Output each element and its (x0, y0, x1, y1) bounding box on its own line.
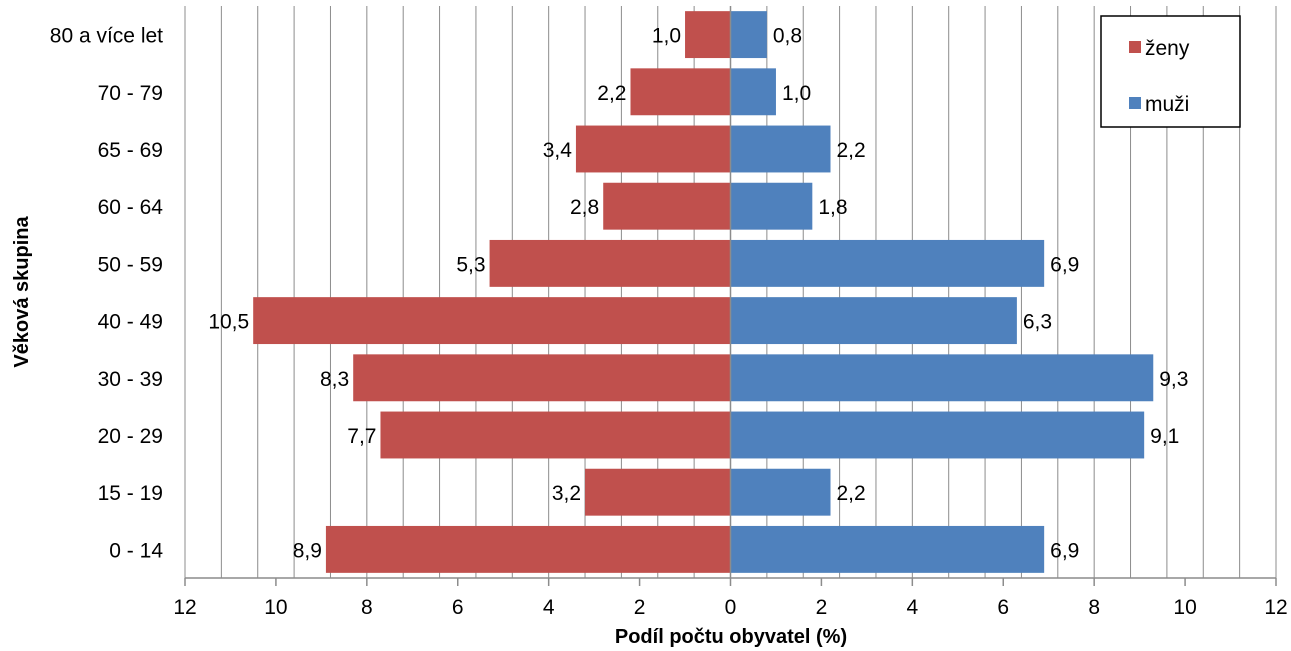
x-tick-label: 6 (997, 596, 1009, 619)
legend-swatch-muzi (1129, 97, 1141, 109)
bar-muzi (730, 239, 1045, 287)
bar-muzi (730, 354, 1154, 402)
data-label-muzi: 6,9 (1050, 253, 1079, 276)
legend: ženy muži (1100, 15, 1241, 128)
bar-muzi (730, 11, 767, 59)
bar-zeny (380, 411, 731, 459)
legend-box (1100, 15, 1241, 128)
y-axis-category-labels: 0 - 14 15 - 19 20 - 29 30 - 39 40 - 49 50 - 5… (50, 25, 164, 563)
bar-zeny (253, 297, 731, 345)
data-label-zeny: 7,7 (347, 425, 376, 448)
data-label-muzi: 9,1 (1150, 425, 1179, 448)
category-label: 80 a více let (50, 25, 163, 48)
data-label-zeny: 8,3 (320, 368, 349, 391)
data-label-muzi: 9,3 (1159, 368, 1188, 391)
x-tick-label: 4 (906, 596, 918, 619)
data-label-muzi: 2,2 (837, 139, 866, 162)
bar-zeny (585, 468, 731, 516)
bar-muzi (730, 411, 1145, 459)
data-label-zeny: 2,2 (597, 82, 626, 105)
x-tick-label: 12 (1264, 596, 1287, 619)
data-label-muzi: 6,3 (1023, 311, 1052, 334)
data-label-muzi: 6,9 (1050, 539, 1079, 562)
x-tick-label: 10 (264, 596, 287, 619)
x-tick-label: 0 (725, 596, 737, 619)
x-axis: 12 10 8 6 4 2 0 2 4 6 8 10 12 (173, 6, 1288, 619)
bar-zeny (325, 525, 731, 573)
data-label-muzi: 1,0 (782, 82, 811, 105)
category-label: 20 - 29 (98, 425, 163, 448)
data-label-muzi: 0,8 (773, 25, 802, 48)
bar-muzi (730, 297, 1017, 345)
category-label: 60 - 64 (98, 196, 164, 219)
category-label: 40 - 49 (98, 311, 163, 334)
x-axis-title: Podíl počtu obyvatel (%) (615, 626, 847, 648)
x-tick-label: 8 (361, 596, 373, 619)
category-label: 65 - 69 (98, 139, 163, 162)
x-tick-label: 2 (816, 596, 828, 619)
category-label: 0 - 14 (109, 539, 163, 562)
category-label: 30 - 39 (98, 368, 163, 391)
category-label: 15 - 19 (98, 482, 163, 505)
legend-label-muzi: muži (1145, 93, 1189, 116)
legend-label-zeny: ženy (1145, 37, 1190, 60)
x-tick-label: 2 (634, 596, 646, 619)
bars (253, 11, 1154, 573)
y-axis-title: Věková skupina (11, 216, 33, 368)
x-tick-label: 4 (543, 596, 555, 619)
bar-muzi (730, 125, 831, 173)
data-label-muzi: 1,8 (818, 196, 847, 219)
bar-muzi (730, 468, 831, 516)
data-label-zeny: 2,8 (570, 196, 599, 219)
x-tick-label: 8 (1088, 596, 1100, 619)
bar-zeny (630, 68, 731, 116)
data-label-zeny: 3,4 (543, 139, 573, 162)
data-label-zeny: 3,2 (552, 482, 581, 505)
bar-zeny (489, 239, 731, 287)
data-labels: 8,9 3,2 7,7 8,3 10,5 5,3 2,8 3,4 2,2 1,0 6,9 2,2 9,1… (208, 25, 1188, 563)
x-tick-label: 6 (452, 596, 464, 619)
data-label-zeny: 1,0 (652, 25, 681, 48)
legend-swatch-zeny (1129, 41, 1141, 53)
data-label-zeny: 10,5 (208, 311, 249, 334)
bar-zeny (685, 11, 731, 59)
x-tick-label: 12 (173, 596, 196, 619)
bar-zeny (575, 125, 731, 173)
bar-muzi (730, 525, 1045, 573)
data-label-zeny: 5,3 (456, 253, 485, 276)
category-label: 70 - 79 (98, 82, 163, 105)
bar-muzi (730, 182, 813, 230)
x-tick-label: 10 (1173, 596, 1196, 619)
data-label-muzi: 2,2 (837, 482, 866, 505)
bar-zeny (603, 182, 731, 230)
category-label: 50 - 59 (98, 253, 163, 276)
bar-zeny (353, 354, 731, 402)
bar-muzi (730, 68, 776, 116)
data-label-zeny: 8,9 (293, 539, 322, 562)
